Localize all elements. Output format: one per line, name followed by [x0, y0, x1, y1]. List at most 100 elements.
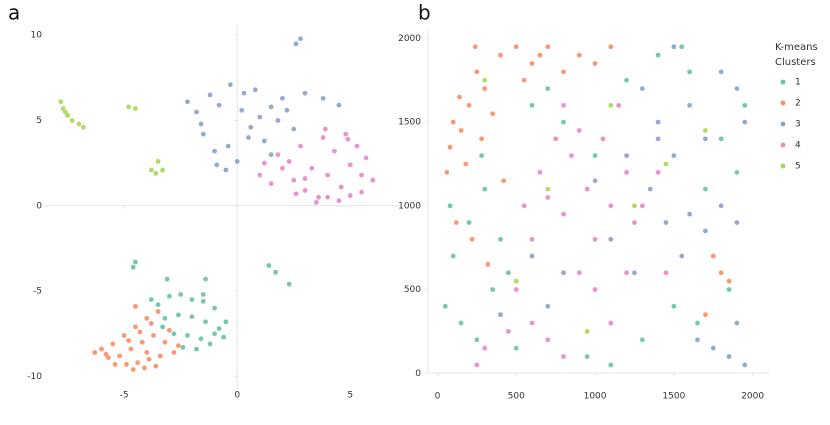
point: [702, 312, 708, 318]
legend-title: Clusters: [775, 57, 816, 68]
point: [624, 77, 629, 83]
point: [359, 189, 364, 195]
point: [482, 86, 488, 92]
legend-label: 1: [795, 78, 801, 88]
point: [702, 228, 708, 234]
point: [576, 128, 582, 133]
point: [561, 102, 566, 108]
point: [702, 128, 708, 133]
point: [501, 178, 507, 184]
point: [616, 102, 622, 108]
point: [320, 95, 326, 101]
point: [513, 44, 519, 50]
panel-label: b: [418, 1, 431, 25]
point: [223, 319, 229, 325]
legend-label: 2: [795, 99, 801, 109]
point: [139, 339, 145, 345]
point: [639, 337, 645, 343]
y-tick-label: 10: [31, 31, 43, 41]
point: [336, 198, 342, 204]
point: [198, 336, 204, 342]
point: [726, 287, 732, 292]
point: [592, 178, 598, 184]
point: [442, 303, 448, 309]
point: [734, 320, 740, 326]
point: [529, 236, 535, 242]
point: [447, 203, 453, 209]
point: [569, 153, 574, 158]
point: [200, 292, 206, 297]
point: [286, 281, 292, 287]
legend-title: K-means: [775, 42, 818, 53]
point: [309, 165, 315, 171]
point: [545, 86, 551, 92]
point: [447, 144, 453, 150]
point: [718, 203, 724, 209]
point: [275, 152, 281, 158]
point: [726, 354, 732, 359]
point: [545, 44, 551, 50]
point: [624, 270, 629, 276]
point: [69, 118, 75, 123]
point: [482, 345, 488, 351]
point: [62, 109, 68, 115]
point: [485, 262, 491, 267]
point: [474, 337, 480, 343]
point: [663, 270, 669, 276]
legend-marker: [780, 121, 786, 127]
point: [529, 102, 535, 108]
point: [710, 253, 716, 259]
point: [293, 191, 299, 197]
x-tick-label: 5: [347, 391, 353, 401]
point: [679, 44, 685, 50]
point: [268, 181, 274, 187]
point: [608, 203, 614, 209]
point: [212, 331, 217, 337]
point: [268, 152, 274, 158]
point: [537, 169, 543, 175]
point: [194, 346, 199, 352]
point: [198, 121, 204, 127]
point: [624, 153, 629, 158]
point: [726, 278, 732, 284]
point: [153, 170, 159, 176]
y-tick-label: 2000: [398, 34, 421, 44]
point: [124, 362, 129, 367]
point: [121, 333, 127, 338]
point: [148, 167, 154, 173]
point: [513, 345, 519, 351]
point: [248, 124, 254, 130]
point: [241, 90, 247, 96]
point: [76, 121, 82, 127]
point: [718, 136, 724, 142]
point: [223, 167, 229, 173]
point: [216, 102, 222, 108]
point: [110, 341, 116, 347]
point: [734, 169, 740, 175]
point: [463, 161, 469, 167]
point: [679, 253, 685, 259]
point: [313, 199, 319, 205]
point: [608, 236, 614, 242]
x-tick-label: 0: [435, 392, 441, 402]
point: [178, 292, 184, 297]
point: [58, 99, 64, 105]
point: [239, 107, 245, 113]
point: [316, 194, 321, 200]
point: [180, 344, 186, 350]
point: [105, 355, 111, 360]
point: [695, 337, 700, 343]
point: [600, 136, 606, 142]
point: [537, 52, 543, 58]
point: [257, 172, 263, 178]
point: [479, 136, 484, 142]
point: [710, 345, 716, 351]
legend-marker: [780, 142, 786, 148]
point: [505, 270, 511, 276]
point: [338, 184, 344, 190]
point: [146, 356, 152, 362]
point: [332, 148, 337, 154]
point: [160, 324, 165, 330]
point: [286, 159, 292, 164]
x-tick-label: 1000: [584, 392, 607, 402]
